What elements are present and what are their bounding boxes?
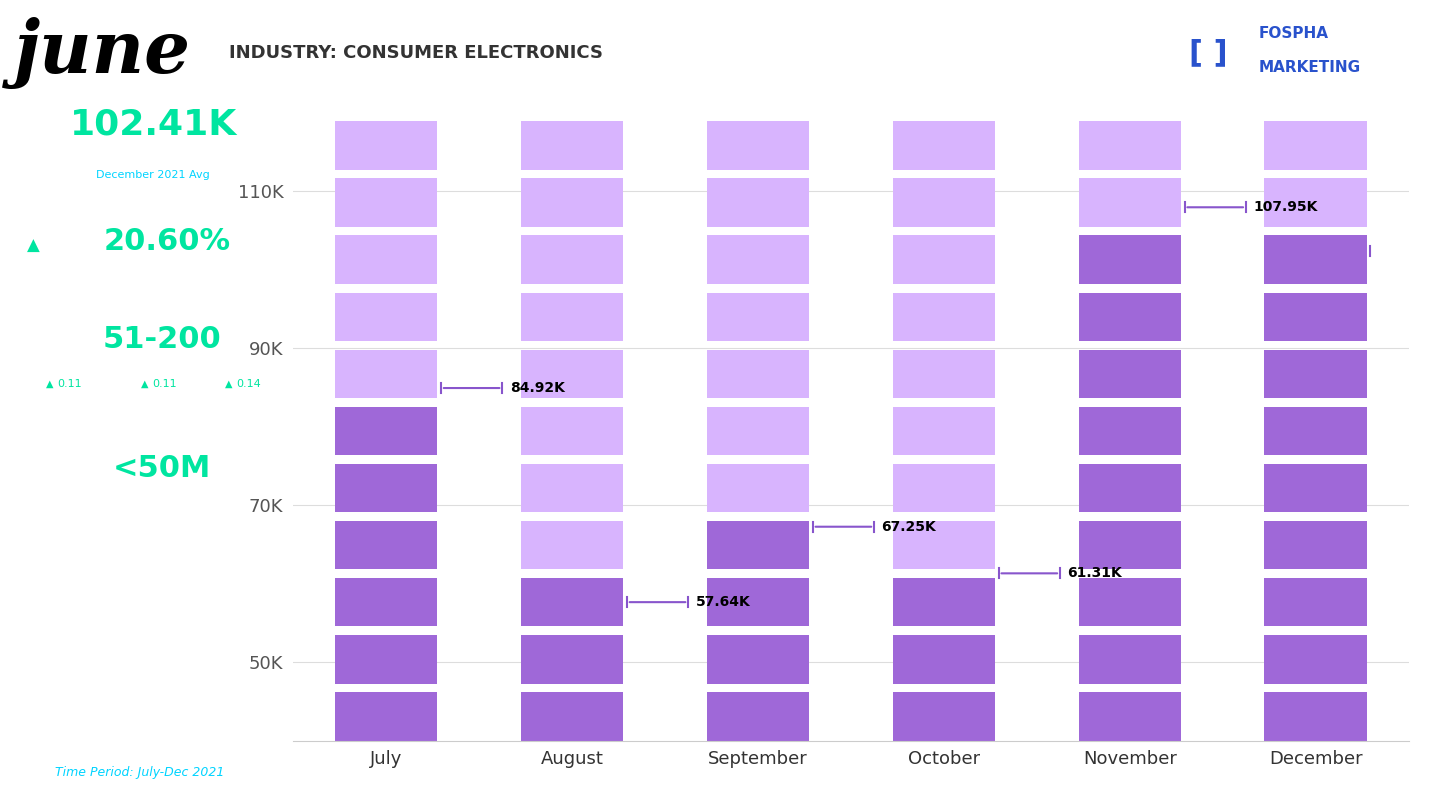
Bar: [1264, 349, 1367, 398]
Bar: [335, 179, 438, 227]
Text: 57.64K: 57.64K: [695, 595, 751, 609]
Bar: [521, 407, 623, 455]
Bar: [335, 407, 438, 455]
Bar: [892, 635, 995, 683]
Text: 20.60%: 20.60%: [104, 227, 230, 256]
Bar: [521, 235, 623, 284]
Text: 107.95K: 107.95K: [1253, 200, 1317, 214]
Text: 84.92K: 84.92K: [509, 381, 565, 395]
Bar: [706, 635, 809, 683]
Text: Revenue: Revenue: [119, 486, 187, 501]
Bar: [1078, 122, 1181, 170]
Bar: [1264, 635, 1367, 683]
Text: MARKETING: MARKETING: [1258, 60, 1360, 75]
Text: 67.25K: 67.25K: [881, 520, 937, 534]
Bar: [706, 292, 809, 341]
Text: [ ]: [ ]: [1188, 39, 1228, 68]
Bar: [1078, 292, 1181, 341]
Bar: [335, 578, 438, 626]
Bar: [892, 179, 995, 227]
Bar: [892, 464, 995, 512]
Bar: [706, 407, 809, 455]
Bar: [892, 349, 995, 398]
Text: INDUSTRY: CONSUMER ELECTRONICS: INDUSTRY: CONSUMER ELECTRONICS: [229, 44, 603, 62]
Bar: [1264, 292, 1367, 341]
Bar: [1078, 578, 1181, 626]
Bar: [1264, 235, 1367, 284]
Bar: [892, 578, 995, 626]
Text: ▲: ▲: [46, 379, 54, 389]
Bar: [1078, 179, 1181, 227]
Bar: [1264, 692, 1367, 741]
Text: Time Period: July-Dec 2021: Time Period: July-Dec 2021: [54, 766, 225, 779]
Text: 🔍: 🔍: [44, 119, 56, 138]
Bar: [706, 692, 809, 741]
Bar: [335, 122, 438, 170]
Bar: [892, 521, 995, 569]
Bar: [521, 635, 623, 683]
Bar: [706, 179, 809, 227]
Text: Traffic Growth Rate: Traffic Growth Rate: [77, 260, 230, 275]
Bar: [892, 292, 995, 341]
Text: Daily Website Traffic: Daily Website Traffic: [73, 150, 235, 164]
Text: Company Size: Company Size: [99, 357, 209, 371]
Bar: [521, 578, 623, 626]
Bar: [706, 578, 809, 626]
Text: ▲: ▲: [27, 237, 40, 254]
Bar: [1078, 235, 1181, 284]
Bar: [706, 122, 809, 170]
Bar: [1264, 521, 1367, 569]
Text: 0.11: 0.11: [57, 379, 82, 389]
Text: 0.11: 0.11: [152, 379, 177, 389]
Text: December 2021 Avg: December 2021 Avg: [96, 171, 210, 180]
Bar: [892, 692, 995, 741]
Bar: [1078, 521, 1181, 569]
Bar: [521, 349, 623, 398]
Bar: [335, 292, 438, 341]
Bar: [335, 464, 438, 512]
Text: 0.14: 0.14: [236, 379, 260, 389]
Bar: [1264, 122, 1367, 170]
Text: 2y Growth: 2y Growth: [212, 398, 262, 407]
Text: <50M: <50M: [113, 454, 210, 483]
Text: june: june: [14, 17, 192, 89]
Bar: [706, 235, 809, 284]
Bar: [892, 407, 995, 455]
Bar: [335, 635, 438, 683]
Bar: [1078, 692, 1181, 741]
Bar: [335, 349, 438, 398]
Text: 👤: 👤: [44, 333, 56, 351]
Bar: [335, 692, 438, 741]
Bar: [1078, 349, 1181, 398]
Bar: [1264, 179, 1367, 227]
Bar: [1078, 407, 1181, 455]
Bar: [892, 122, 995, 170]
Text: 💲: 💲: [44, 462, 56, 480]
Text: 6m Growth: 6m Growth: [31, 398, 86, 407]
Bar: [1264, 407, 1367, 455]
Text: 1y Growth: 1y Growth: [129, 398, 179, 407]
Text: 51-200: 51-200: [103, 325, 222, 354]
Text: 102.41K: 102.41K: [70, 108, 237, 142]
Bar: [706, 464, 809, 512]
Bar: [335, 235, 438, 284]
Bar: [521, 292, 623, 341]
Text: 61.31K: 61.31K: [1067, 567, 1123, 580]
Bar: [335, 521, 438, 569]
Text: ▲: ▲: [225, 379, 233, 389]
Bar: [521, 692, 623, 741]
Bar: [1078, 464, 1181, 512]
Bar: [521, 464, 623, 512]
Text: FOSPHA: FOSPHA: [1258, 27, 1328, 41]
Bar: [521, 122, 623, 170]
Bar: [521, 179, 623, 227]
Bar: [1264, 464, 1367, 512]
Bar: [892, 235, 995, 284]
Bar: [1264, 578, 1367, 626]
Bar: [521, 521, 623, 569]
Text: ▲: ▲: [142, 379, 149, 389]
Bar: [1078, 635, 1181, 683]
Bar: [706, 521, 809, 569]
Bar: [706, 349, 809, 398]
